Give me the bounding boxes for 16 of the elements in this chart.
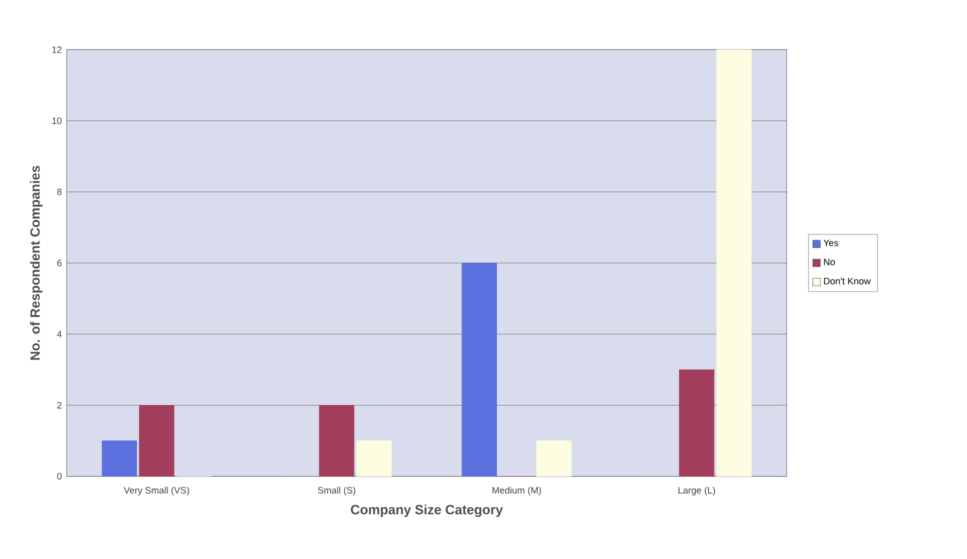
y-tick-label: 12 (52, 46, 62, 53)
y-tick-label: 8 (57, 188, 62, 196)
legend-label: Don't Know (824, 278, 871, 284)
y-axis-title: No. of Respondent Companies (30, 166, 42, 360)
x-tick-label: Very Small (VS) (124, 486, 190, 496)
y-tick-label: 10 (52, 117, 62, 124)
legend-label: No (824, 258, 835, 266)
legend-label: Yes (824, 240, 838, 246)
y-tick-label: 2 (57, 402, 62, 408)
x-tick-label: Small (S) (318, 486, 356, 496)
x-axis-title: Company Size Category (350, 504, 503, 518)
y-tick-label: 4 (56, 330, 62, 338)
y-tick-label: 0 (57, 473, 62, 480)
x-tick-label: Large (L) (678, 486, 716, 496)
x-tick-label: Medium (M) (492, 486, 541, 496)
y-tick-label: 6 (57, 260, 62, 266)
